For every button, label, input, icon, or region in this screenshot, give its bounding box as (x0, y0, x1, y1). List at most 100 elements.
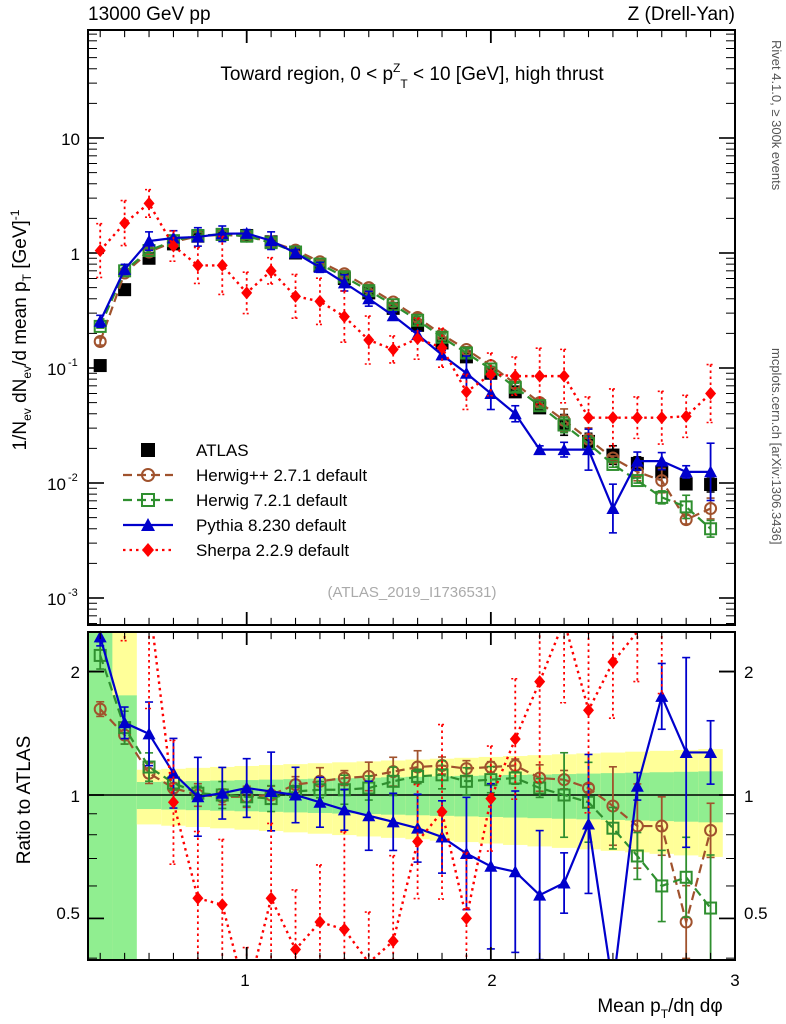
x-tick-labels: 1 2 3 (240, 971, 739, 990)
data-point (142, 234, 156, 247)
data-point (265, 264, 277, 278)
legend-marker-2 (141, 493, 155, 507)
ratio-data-point (362, 809, 376, 822)
data-point (558, 369, 570, 383)
data-point (289, 246, 303, 259)
ratio-ytick-05-left: 0.5 (56, 904, 80, 923)
ratio-data-point (534, 675, 546, 689)
data-point (118, 262, 132, 275)
ratio-data-point (508, 865, 522, 878)
ratio-series-line-3 (151, 632, 639, 960)
ratio-data-point (192, 891, 204, 905)
data-point (167, 239, 179, 253)
legend-marker-1 (141, 468, 155, 482)
ratio-panel-frame-overlay (87, 631, 736, 961)
ratio-data-point (484, 859, 498, 872)
data-point (655, 454, 669, 467)
ratio-data-point (459, 774, 473, 788)
ratio-data-point (386, 815, 400, 828)
ratio-data-point (290, 942, 302, 956)
side-label-mcplots: mcplots.cern.ch [arXiv:1306.3436] (769, 348, 784, 545)
data-point (94, 244, 106, 258)
ratio-y-ticks (88, 670, 735, 959)
ratio-data-point (118, 716, 132, 729)
ratio-data-point (142, 727, 156, 740)
data-point (337, 276, 351, 289)
ratio-data-point (386, 774, 400, 788)
data-point (143, 196, 155, 210)
series-line-4 (99, 201, 712, 419)
x-axis-label: Mean pT/dη dφ (597, 996, 722, 1021)
data-point (290, 289, 302, 303)
ratio-data-point (387, 934, 399, 948)
legend: ATLAS Herwig++ 2.7.1 default Herwig 7.2.1 … (123, 441, 367, 560)
data-point (680, 409, 692, 423)
data-point (119, 216, 131, 230)
ratio-data-point (557, 788, 571, 802)
plot-title: Toward region, 0 < pZT < 10 [GeV], high … (220, 61, 604, 91)
data-point (241, 286, 253, 300)
data-point (93, 314, 107, 327)
svg-text:10: 10 (47, 475, 66, 494)
ratio-data-point (314, 915, 326, 929)
ratio-series-line-1 (99, 655, 712, 909)
data-point (534, 369, 546, 383)
ratio-data-point (412, 835, 424, 849)
data-point (679, 465, 693, 478)
data-point (679, 477, 693, 491)
ratio-data-point (704, 823, 718, 837)
ratio-data-point (630, 849, 644, 863)
data-point (363, 333, 375, 347)
data-point (704, 502, 718, 516)
data-point (485, 367, 497, 381)
ratio-data-point (264, 784, 278, 797)
ytick-1: 1 (71, 245, 80, 264)
ratio-data-point (337, 803, 351, 816)
main-y-minor-ticks (88, 33, 735, 625)
data-point (436, 341, 448, 355)
data-point (264, 234, 278, 247)
data-point (656, 411, 668, 425)
header-left: 13000 GeV pp (88, 4, 211, 25)
legend-label-3: Pythia 8.230 default (196, 516, 347, 535)
data-point (509, 369, 521, 383)
data-point (533, 443, 547, 456)
main-y-tick-labels: 10 1 10 -1 10 -2 10 -3 (47, 130, 80, 609)
svg-text:Ratio to ATLAS: Ratio to ATLAS (14, 736, 35, 865)
ratio-data-point (607, 655, 619, 669)
ratio-data-point (533, 888, 547, 901)
data-point (630, 474, 644, 488)
legend-label-0: ATLAS (196, 441, 249, 460)
data-point (459, 366, 473, 379)
ratio-data-point (679, 870, 693, 884)
ratio-data-point (338, 922, 350, 936)
ratio-data-point (436, 805, 448, 819)
ratio-data-point (606, 821, 620, 835)
data-point (655, 474, 669, 488)
svg-text:-3: -3 (68, 587, 78, 599)
ratio-data-point (216, 898, 228, 912)
data-point (460, 385, 472, 399)
ratio-data-point (411, 769, 425, 783)
data-point (630, 454, 644, 467)
ratio-data-point (630, 779, 644, 792)
data-point (93, 359, 107, 373)
ratio-data-point (460, 911, 472, 925)
ratio-data-point (240, 781, 254, 794)
legend-marker-0 (141, 443, 155, 457)
ytick-1em1: 10 -1 (47, 357, 78, 379)
ytick-1em2: 10 -2 (47, 472, 78, 494)
data-point (216, 258, 228, 272)
ratio-data-point (191, 790, 205, 803)
data-point (93, 334, 107, 348)
data-point (412, 332, 424, 346)
ratio-data-point (655, 689, 669, 702)
data-point (118, 283, 132, 297)
legend-marker-4 (142, 543, 154, 557)
data-point (192, 258, 204, 272)
ratio-data-point (583, 703, 595, 717)
data-point (338, 310, 350, 324)
ratio-data-point (704, 745, 718, 758)
svg-text:-1: -1 (68, 357, 78, 369)
